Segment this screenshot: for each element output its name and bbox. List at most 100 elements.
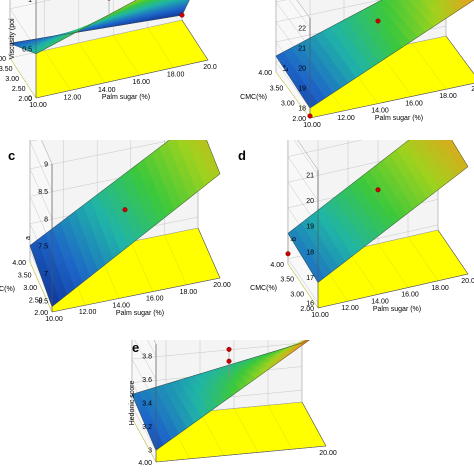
surface-facet (149, 0, 156, 3)
x-tick-label: 16.00 (146, 296, 164, 303)
z-tick-label: 9 (44, 162, 48, 169)
tick-labels: 18 19 20 21 22 10.00 12.00 14.00 16.00 18.00 20.00… (258, 26, 474, 130)
x-tick-label: 12.00 (79, 309, 97, 316)
response-surface (275, 0, 474, 109)
surface-facet (180, 0, 190, 4)
floor-gridline (113, 35, 140, 76)
floor-gridline (407, 236, 439, 281)
surface-facet (190, 118, 199, 126)
x-axis-title: Palm sugar (%) (116, 310, 164, 317)
y-tick-label: 2.50 (29, 298, 43, 305)
x-tick-label: 20.00 (461, 278, 474, 285)
surface-facet (311, 332, 320, 337)
z-tick-label: 16 (306, 300, 314, 307)
design-point (285, 251, 291, 257)
x-tick-label: 14.00 (98, 87, 116, 94)
panel-letter: d (238, 148, 246, 163)
y-tick-label: 3.50 (280, 277, 294, 284)
z-tick-label: 17 (306, 275, 314, 282)
surface-facet (191, 121, 200, 129)
surface-facet (312, 331, 321, 336)
z-tick-label: 8 (44, 216, 48, 223)
y-tick-label: 4.00 (0, 56, 6, 63)
surface-facet (141, 0, 152, 6)
box-edge (309, 35, 474, 119)
surface-edge (275, 0, 474, 109)
surface-facet (306, 340, 309, 341)
floor-gridline (29, 261, 53, 313)
response-surface (131, 329, 325, 451)
z-tick-label: 21 (306, 173, 314, 180)
z-tick-label: 3.2 (142, 424, 152, 431)
surface-facet (308, 340, 309, 341)
floor-gridline (411, 43, 447, 90)
panel-d: 16 17 18 19 20 21 10.00 12.00 14.00 16.00 18.00 20.… (238, 122, 474, 319)
surface-facet (153, 0, 164, 5)
z-tick-label: 22 (298, 26, 306, 33)
z-tick-label: 20 (306, 198, 314, 205)
floor-gridline (347, 250, 379, 295)
x-tick-label: 12.00 (341, 305, 359, 312)
response-surface (287, 122, 469, 283)
y-tick-label: 3.50 (0, 66, 13, 73)
surface-facet (438, 129, 446, 136)
floor-gridline (377, 243, 409, 288)
y-tick-label: 2.00 (300, 306, 314, 313)
design-point (226, 346, 232, 352)
surface-facet (434, 122, 442, 129)
surface-edge (287, 140, 469, 283)
surface-facet (305, 340, 306, 341)
design-point (179, 12, 185, 18)
surface-facet (161, 0, 168, 2)
x-tick-label: 10.00 (303, 122, 321, 129)
z-axis-title: Hedonic score (129, 381, 136, 426)
tick-labels: 16 17 18 19 20 21 10.00 12.00 14.00 16.00 18.00 20.… (270, 173, 474, 319)
surface-facet (176, 140, 179, 142)
y-tick-label: 4.00 (270, 262, 284, 269)
x-tick-label: 20.0 (203, 64, 217, 71)
surface-edge (131, 340, 310, 451)
x-tick-label: 18.00 (439, 93, 457, 100)
box-edge (317, 229, 469, 309)
surface-facet (160, 0, 170, 4)
floor-gridline (275, 71, 311, 119)
surface-facet (427, 127, 435, 134)
z-tick-label: 19 (306, 224, 314, 231)
design-point (375, 187, 381, 193)
x-tick-label: 20.00 (319, 450, 337, 457)
design-point (307, 113, 313, 119)
y-axis-title: CMC(%) (250, 285, 277, 292)
z-tick-label: 3 (148, 448, 152, 455)
gridline (41, 140, 53, 165)
surface-facet (316, 329, 325, 335)
z-axis-title: L* (283, 64, 290, 71)
surface-facet (435, 124, 443, 131)
surface-facet (418, 128, 426, 135)
x-tick-label: 16.00 (401, 292, 419, 299)
z-tick-label: 7.5 (38, 244, 48, 251)
surface-facet (430, 132, 438, 139)
z-tick-label: 18 (306, 249, 314, 256)
x-axis-title: Palm sugar (%) (375, 115, 423, 122)
panel-letter: c (8, 148, 15, 163)
x-tick-label: 18.00 (167, 72, 185, 79)
z-tick-label: 0.5 (22, 46, 32, 53)
x-tick-label: 10.00 (29, 102, 47, 109)
surface-facet (194, 128, 203, 136)
x-tick-label: 20.000 (471, 86, 474, 93)
surface-facet (136, 0, 139, 1)
surface-facet (307, 334, 316, 339)
panel-e: 3 3.2 3.4 3.6 3.8 20.00 4.00 Hedonic score e (129, 329, 337, 467)
x-tick-label: 14.00 (371, 108, 389, 115)
y-axis-title: CMC(%) (0, 286, 15, 293)
y-tick-label: 2.00 (18, 96, 32, 103)
surface-facet (155, 0, 163, 3)
floor-gridline (233, 408, 259, 453)
gridline (293, 140, 319, 176)
panel-c: 6.5 7 7.5 8 8.5 9 10.00 12.00 14.00 16.00 18.00 20.… (0, 118, 231, 323)
surface-edge (29, 140, 221, 307)
z-tick-label: 3.6 (142, 377, 152, 384)
panel-letter: e (132, 340, 139, 355)
surface-facet (419, 130, 427, 137)
surface-facet (193, 126, 202, 134)
